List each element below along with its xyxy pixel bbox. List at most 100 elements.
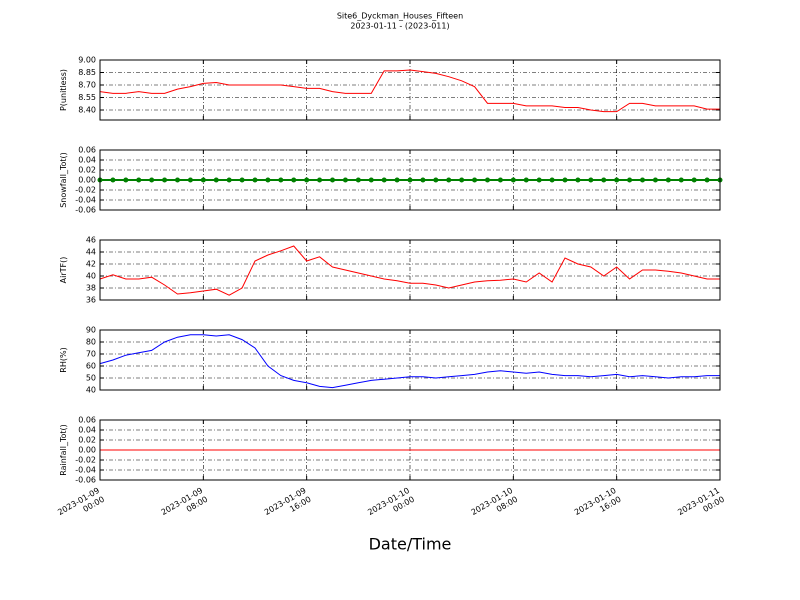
data-point — [368, 177, 374, 183]
x-tick-label: 2023-01-1016:00 — [573, 486, 623, 526]
data-point — [407, 177, 413, 183]
data-point — [614, 177, 620, 183]
y-tick-label: -0.04 — [75, 466, 96, 475]
data-point — [665, 177, 671, 183]
y-tick-label: -0.02 — [75, 186, 96, 195]
data-point — [252, 177, 258, 183]
data-point — [291, 177, 297, 183]
data-point — [136, 177, 142, 183]
data-line — [99, 245, 720, 296]
y-tick-label: 0.04 — [78, 156, 96, 165]
y-tick-label: -0.06 — [75, 476, 96, 485]
y-tick-label: 42 — [86, 260, 96, 269]
data-point — [162, 177, 168, 183]
y-tick-label: 38 — [86, 284, 96, 293]
data-point — [678, 177, 684, 183]
data-point — [420, 177, 426, 183]
y-tick-label: 0.00 — [78, 176, 96, 185]
data-point — [652, 177, 658, 183]
x-tick-label: 2023-01-1100:00 — [676, 486, 726, 526]
data-point — [278, 177, 284, 183]
data-point — [704, 177, 710, 183]
data-point — [342, 177, 348, 183]
data-point — [265, 177, 271, 183]
y-axis-label: Snowfall_Tot() — [59, 152, 68, 208]
data-point — [691, 177, 697, 183]
y-tick-label: 8.85 — [78, 68, 96, 77]
data-point — [459, 177, 465, 183]
x-tick-label: 2023-01-0900:00 — [56, 486, 106, 526]
data-point — [485, 177, 490, 183]
y-tick-label: 70 — [86, 350, 96, 359]
y-axis-label: RH(%) — [59, 347, 68, 372]
x-tick-label: 2023-01-1008:00 — [470, 486, 520, 526]
y-axis-label: Rainfall_Tot() — [59, 424, 68, 476]
y-tick-label: 0.06 — [78, 416, 96, 425]
y-tick-label: 8.40 — [78, 106, 96, 115]
y-tick-label: -0.06 — [75, 206, 96, 215]
y-tick-label: 40 — [86, 386, 96, 395]
y-tick-label: 8.55 — [78, 93, 96, 102]
data-point — [304, 177, 310, 183]
x-tick-label: 2023-01-0908:00 — [160, 486, 210, 526]
data-point — [200, 177, 206, 183]
data-point — [110, 177, 116, 183]
y-tick-label: 90 — [86, 326, 96, 335]
y-tick-label: 50 — [86, 374, 96, 383]
data-point — [627, 177, 633, 183]
data-point — [446, 177, 452, 183]
x-tick-label: 2023-01-0916:00 — [263, 486, 313, 526]
y-tick-label: 0.00 — [78, 446, 96, 455]
data-point — [549, 177, 555, 183]
data-point — [175, 177, 180, 183]
plot-frame — [99, 419, 721, 481]
y-axis-label: P(unitless) — [59, 69, 68, 111]
plot-frame — [99, 59, 721, 121]
x-tick-label: 2023-01-1000:00 — [366, 486, 416, 526]
data-point — [601, 177, 607, 183]
y-tick-label: -0.02 — [75, 456, 96, 465]
y-axis-label: AirTF() — [59, 257, 68, 284]
y-tick-label: 80 — [86, 338, 96, 347]
data-point — [523, 177, 529, 183]
data-point — [317, 177, 323, 183]
data-point — [330, 177, 335, 183]
data-point — [497, 177, 503, 183]
data-point — [510, 177, 516, 183]
data-point — [239, 177, 245, 183]
y-tick-label: 9.00 — [78, 56, 96, 65]
data-line — [99, 334, 720, 389]
y-tick-label: 8.70 — [78, 81, 96, 90]
data-point — [123, 177, 129, 183]
data-point — [226, 177, 232, 183]
data-point — [536, 177, 542, 183]
y-tick-label: 36 — [86, 296, 96, 305]
data-point — [640, 177, 645, 183]
data-point — [394, 177, 400, 183]
data-point — [433, 177, 439, 183]
y-tick-label: 0.02 — [78, 436, 96, 445]
plot-frame — [99, 149, 721, 211]
y-tick-label: 0.04 — [78, 426, 96, 435]
y-tick-label: 44 — [86, 248, 96, 257]
chart-title: Site6_Dyckman_Houses_Fifteen — [337, 12, 463, 21]
data-point — [355, 177, 361, 183]
data-point — [575, 177, 581, 183]
data-point — [381, 177, 387, 183]
y-tick-label: 0.06 — [78, 146, 96, 155]
plot-frame — [99, 239, 721, 301]
y-tick-label: 0.02 — [78, 166, 96, 175]
x-axis-label: Date/Time — [369, 535, 452, 554]
y-tick-label: -0.04 — [75, 196, 96, 205]
data-point — [187, 177, 193, 183]
data-point — [213, 177, 219, 183]
y-tick-label: 60 — [86, 362, 96, 371]
plot-frame — [99, 329, 721, 391]
data-line — [99, 69, 720, 113]
y-tick-label: 46 — [86, 236, 96, 245]
data-point — [149, 177, 155, 183]
data-point — [562, 177, 568, 183]
y-tick-label: 40 — [86, 272, 96, 281]
data-point — [588, 177, 594, 183]
